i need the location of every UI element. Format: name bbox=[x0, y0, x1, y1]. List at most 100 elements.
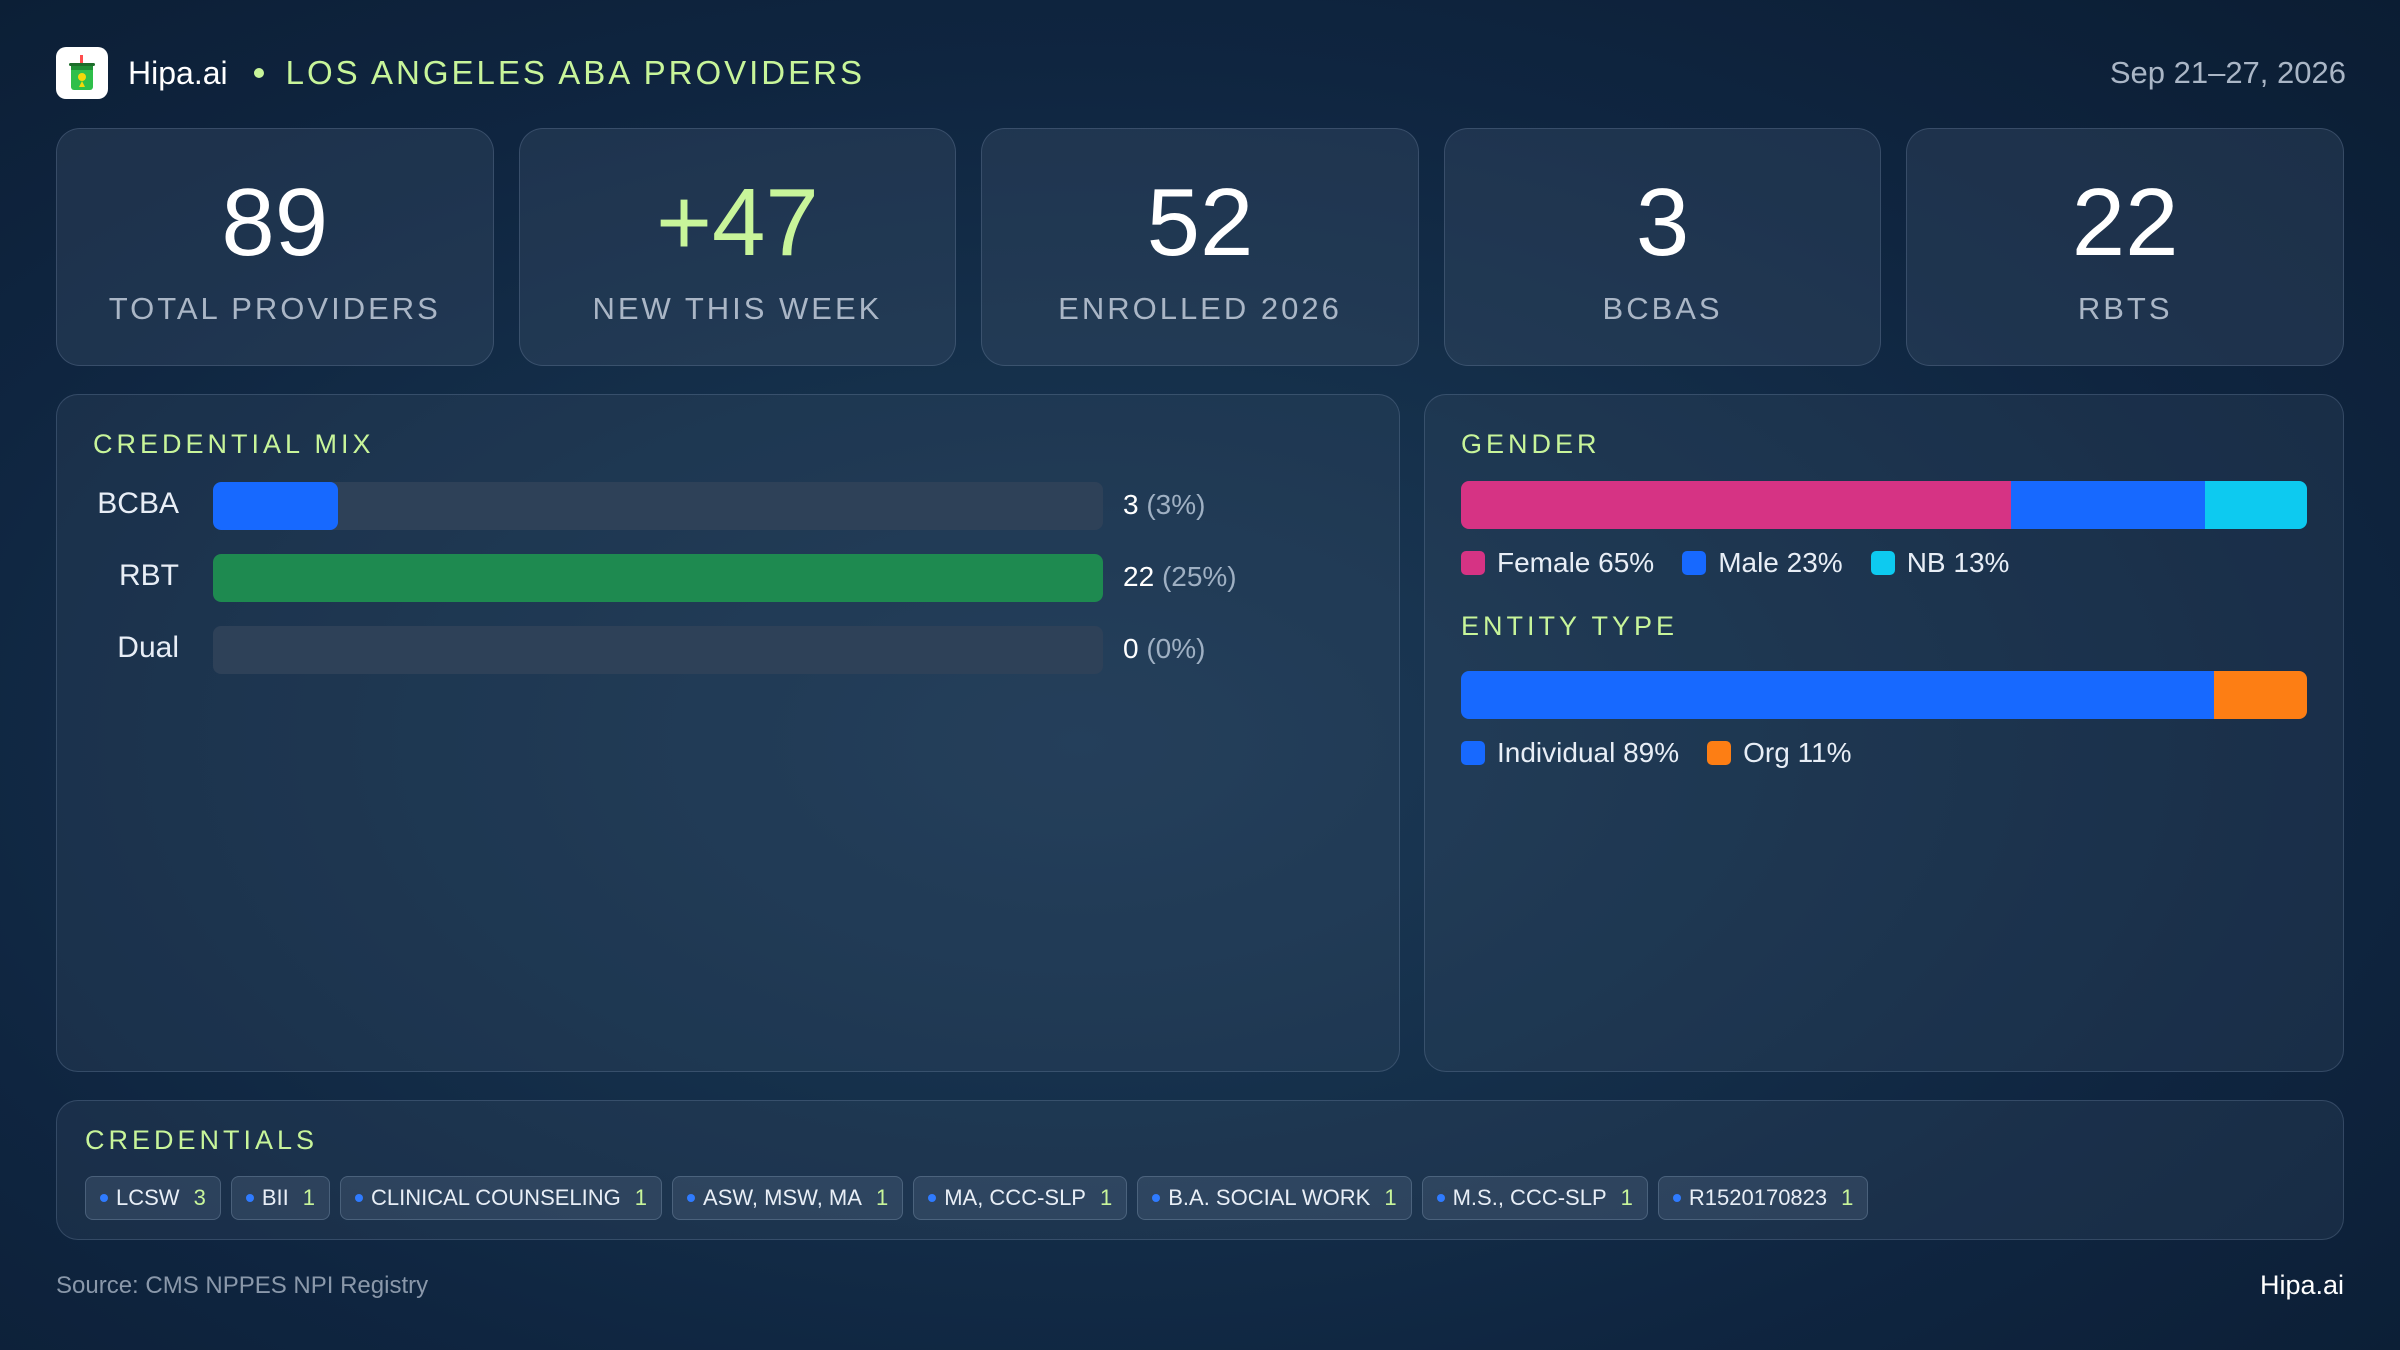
brand-name: Hipa.ai bbox=[128, 54, 228, 91]
legend-item: Female 65% bbox=[1461, 547, 1654, 579]
credential-chip[interactable]: BII 1 bbox=[230, 1176, 330, 1220]
chip-name: BII bbox=[261, 1185, 289, 1210]
kpi-value: 52 bbox=[1146, 169, 1254, 276]
bar-segment bbox=[1461, 671, 2214, 719]
legend-swatch bbox=[1870, 551, 1895, 575]
kpi-label: ENROLLED 2026 bbox=[1058, 291, 1342, 326]
chip-dot bbox=[1152, 1194, 1161, 1202]
chip-name: M.S., CCC-SLP bbox=[1452, 1185, 1607, 1210]
kpi-value: 3 bbox=[1635, 169, 1690, 276]
mix-row-dual: Dual 0 (0%) bbox=[57, 625, 1357, 675]
panel-title: CREDENTIALS bbox=[85, 1125, 319, 1155]
kpi-label: NEW THIS WEEK bbox=[592, 291, 883, 326]
chip-dot bbox=[100, 1194, 108, 1202]
kpi-label: BCBAS bbox=[1602, 291, 1723, 326]
mix-value: 0 (0%) bbox=[1123, 633, 1205, 665]
mix-label: BCBA bbox=[97, 487, 179, 520]
bar-segment bbox=[2010, 481, 2206, 529]
legend-swatch bbox=[1707, 741, 1732, 765]
panel-title: CREDENTIAL MIX bbox=[93, 429, 375, 459]
credential-chip[interactable]: R1520170823 1 bbox=[1657, 1176, 1869, 1220]
kpi-value: 89 bbox=[221, 169, 329, 276]
mix-row-bcba: BCBA 3 (3%) bbox=[57, 481, 1357, 531]
chip-name: ASW, MSW, MA bbox=[703, 1185, 862, 1210]
chip-dot bbox=[354, 1194, 363, 1202]
credential-chip[interactable]: MA, CCC-SLP 1 bbox=[913, 1176, 1128, 1220]
credential-chip[interactable]: CLINICAL COUNSELING 1 bbox=[339, 1176, 663, 1220]
credential-chip[interactable]: ASW, MSW, MA 1 bbox=[672, 1176, 904, 1220]
chip-count: 1 bbox=[1841, 1185, 1854, 1210]
demographics-panel: GENDER Female 65% Male 23% NB 13% ENTITY T… bbox=[1424, 394, 2344, 1072]
mix-label: Dual bbox=[117, 631, 179, 664]
entity-type-title: ENTITY TYPE bbox=[1461, 611, 1679, 641]
bar-segment bbox=[1461, 481, 2011, 529]
legend-item: Org 11% bbox=[1707, 737, 1852, 769]
legend-item: NB 13% bbox=[1870, 547, 2010, 579]
chip-name: CLINICAL COUNSELING bbox=[370, 1185, 621, 1210]
region-title: LOS ANGELES ABA PROVIDERS bbox=[285, 54, 865, 91]
mix-count: 3 bbox=[1123, 489, 1139, 520]
kpi-bcbas: 3 BCBAS bbox=[1443, 128, 1882, 366]
mix-count: 0 bbox=[1123, 633, 1139, 664]
bar-segment bbox=[2213, 671, 2307, 719]
mix-pct: (0%) bbox=[1146, 633, 1206, 664]
chip-count: 1 bbox=[1620, 1185, 1633, 1210]
kpi-new-this-week: +47 NEW THIS WEEK bbox=[518, 128, 957, 366]
separator-dot bbox=[253, 68, 264, 78]
mix-count: 22 bbox=[1123, 561, 1155, 592]
mix-track bbox=[213, 626, 1103, 674]
credential-chips: LCSW 3 BII 1 CLINICAL COUNSELING 1 ASW, MSW, M… bbox=[85, 1176, 1869, 1220]
gender-bar bbox=[1461, 481, 2307, 529]
chip-dot bbox=[687, 1194, 696, 1202]
legend-item: Individual 89% bbox=[1461, 737, 1679, 769]
mix-value: 3 (3%) bbox=[1123, 489, 1205, 521]
chip-dot bbox=[928, 1194, 937, 1202]
kpi-label: TOTAL PROVIDERS bbox=[108, 291, 441, 326]
mix-track bbox=[213, 482, 1103, 530]
chip-dot bbox=[1672, 1194, 1681, 1202]
kpi-total-providers: 89 TOTAL PROVIDERS bbox=[56, 128, 494, 366]
chip-count: 1 bbox=[1099, 1185, 1113, 1210]
source-note: Source: CMS NPPES NPI Registry bbox=[56, 1272, 429, 1299]
chip-name: LCSW bbox=[116, 1185, 180, 1210]
mix-track bbox=[213, 554, 1103, 602]
legend-label: Org 11% bbox=[1743, 737, 1852, 768]
entity-type-legend: Individual 89% Org 11% bbox=[1461, 737, 1852, 769]
date-range: Sep 21–27, 2026 bbox=[2109, 55, 2346, 90]
chip-name: R1520170823 bbox=[1688, 1185, 1828, 1210]
kpi-row: 89 TOTAL PROVIDERS +47 NEW THIS WEEK 52 … bbox=[56, 128, 2344, 366]
chip-dot bbox=[245, 1194, 254, 1202]
legend-swatch bbox=[1461, 551, 1485, 575]
legend-item: Male 23% bbox=[1682, 547, 1843, 579]
kpi-rbts: 22 RBTS bbox=[1906, 128, 2344, 366]
legend-label: NB 13% bbox=[1906, 547, 2010, 578]
legend-label: Female 65% bbox=[1497, 547, 1655, 578]
chip-count: 1 bbox=[634, 1185, 648, 1210]
kpi-value: 22 bbox=[2071, 169, 2179, 276]
chip-count: 1 bbox=[875, 1185, 889, 1210]
mix-fill bbox=[213, 482, 338, 530]
mix-row-rbt: RBT 22 (25%) bbox=[57, 553, 1357, 603]
footer-brand: Hipa.ai bbox=[2259, 1270, 2344, 1300]
legend-swatch bbox=[1461, 741, 1485, 765]
entity-type-bar bbox=[1461, 671, 2307, 719]
credentials-panel: CREDENTIALS LCSW 3 BII 1 CLINICAL COUNSELING… bbox=[56, 1100, 2344, 1240]
chip-count: 3 bbox=[193, 1185, 206, 1210]
mix-fill bbox=[213, 554, 1103, 602]
bar-segment bbox=[2205, 481, 2307, 529]
legend-label: Individual 89% bbox=[1497, 737, 1680, 768]
mix-pct: (25%) bbox=[1161, 561, 1237, 592]
legend-label: Male 23% bbox=[1718, 547, 1843, 578]
credential-chip[interactable]: M.S., CCC-SLP 1 bbox=[1421, 1176, 1648, 1220]
credential-chip[interactable]: LCSW 3 bbox=[85, 1176, 221, 1220]
kpi-value: +47 bbox=[655, 169, 819, 276]
kpi-enrolled: 52 ENROLLED 2026 bbox=[981, 128, 1419, 366]
green-cup-icon bbox=[56, 47, 108, 99]
chip-count: 1 bbox=[302, 1185, 315, 1210]
mix-label: RBT bbox=[119, 559, 179, 592]
chip-dot bbox=[1436, 1194, 1445, 1202]
credential-chip[interactable]: B.A. SOCIAL WORK 1 bbox=[1137, 1176, 1412, 1220]
mix-pct: (3%) bbox=[1146, 489, 1206, 520]
chip-name: B.A. SOCIAL WORK bbox=[1168, 1185, 1371, 1210]
header: Hipa.ai LOS ANGELES ABA PROVIDERS Sep 21… bbox=[56, 46, 2346, 100]
